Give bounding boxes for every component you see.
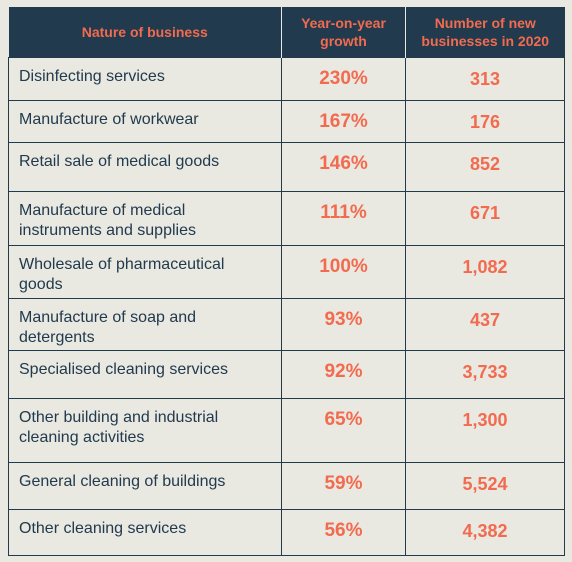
count-value: 852 xyxy=(405,142,565,192)
growth-value: 65% xyxy=(281,398,406,463)
growth-value: 146% xyxy=(281,142,406,192)
business-name: Manufacture of workwear xyxy=(8,100,282,143)
growth-value: 111% xyxy=(281,191,406,246)
growth-value: 93% xyxy=(281,298,406,351)
table-row: Other building and industrial cleaning a… xyxy=(8,398,565,463)
count-value: 313 xyxy=(405,57,565,101)
growth-value: 230% xyxy=(281,57,406,101)
header-count: Number of new businesses in 2020 xyxy=(405,7,565,58)
business-growth-table: Nature of business Year-on-year growth N… xyxy=(8,7,565,556)
table-row: Wholesale of pharmaceutical goods 100% 1… xyxy=(8,245,565,299)
table-row: Specialised cleaning services 92% 3,733 xyxy=(8,350,565,399)
count-value: 176 xyxy=(405,100,565,143)
growth-value: 59% xyxy=(281,462,406,510)
table-row: Disinfecting services 230% 313 xyxy=(8,57,565,101)
table-row: Manufacture of soap and detergents 93% 4… xyxy=(8,298,565,351)
header-nature: Nature of business xyxy=(8,7,282,58)
header-row: Nature of business Year-on-year growth N… xyxy=(8,7,565,58)
header-growth: Year-on-year growth xyxy=(281,7,406,58)
business-name: Other cleaning services xyxy=(8,509,282,556)
business-name: General cleaning of buildings xyxy=(8,462,282,510)
table-row: Retail sale of medical goods 146% 852 xyxy=(8,142,565,192)
business-name: Specialised cleaning services xyxy=(8,350,282,399)
business-name: Disinfecting services xyxy=(8,57,282,101)
business-name: Manufacture of medical instruments and s… xyxy=(8,191,282,246)
business-name: Other building and industrial cleaning a… xyxy=(8,398,282,463)
growth-value: 167% xyxy=(281,100,406,143)
growth-value: 100% xyxy=(281,245,406,299)
count-value: 4,382 xyxy=(405,509,565,556)
growth-value: 56% xyxy=(281,509,406,556)
business-name: Retail sale of medical goods xyxy=(8,142,282,192)
table-row: Other cleaning services 56% 4,382 xyxy=(8,509,565,556)
count-value: 3,733 xyxy=(405,350,565,399)
business-name: Manufacture of soap and detergents xyxy=(8,298,282,351)
count-value: 437 xyxy=(405,298,565,351)
count-value: 1,082 xyxy=(405,245,565,299)
table-row: Manufacture of workwear 167% 176 xyxy=(8,100,565,143)
growth-value: 92% xyxy=(281,350,406,399)
table-row: Manufacture of medical instruments and s… xyxy=(8,191,565,246)
count-value: 1,300 xyxy=(405,398,565,463)
count-value: 671 xyxy=(405,191,565,246)
count-value: 5,524 xyxy=(405,462,565,510)
business-name: Wholesale of pharmaceutical goods xyxy=(8,245,282,299)
table-row: General cleaning of buildings 59% 5,524 xyxy=(8,462,565,510)
